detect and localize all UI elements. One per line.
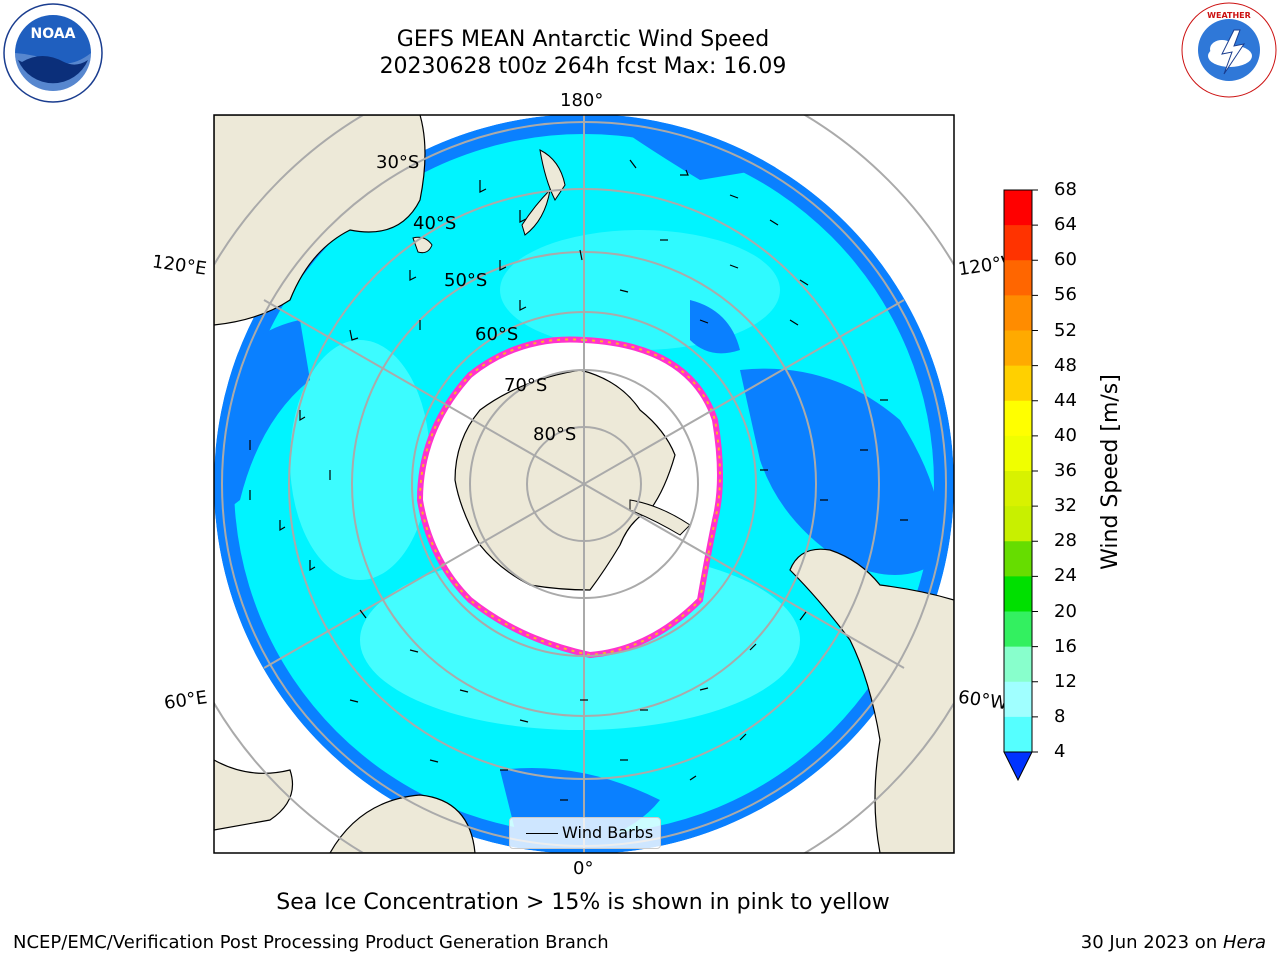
colorbar-tick-label: 60 xyxy=(1054,249,1077,271)
map-subtitle: 20230628 t00z 264h fcst Max: 16.09 xyxy=(379,54,787,79)
colorbar-swatch xyxy=(1004,611,1032,648)
colorbar-tick-label: 20 xyxy=(1054,600,1077,622)
svg-text:NOAA: NOAA xyxy=(31,26,76,42)
lat-label-50s: 50°S xyxy=(444,270,488,291)
colorbar-swatch xyxy=(1004,576,1032,612)
colorbar-swatch xyxy=(1004,435,1032,472)
footer-host: Hera xyxy=(1222,932,1266,953)
lat-label-40s: 40°S xyxy=(413,213,457,234)
new-zealand-south xyxy=(521,188,551,236)
colorbar-swatch xyxy=(1004,260,1032,296)
low-wind-patch-east xyxy=(740,368,942,575)
footer-date: 30 Jun 2023 on Hera xyxy=(1081,932,1266,953)
wind-barbs xyxy=(249,159,908,801)
colorbar-tick-label: 68 xyxy=(1054,179,1077,200)
colorbar-tick-label: 52 xyxy=(1054,319,1077,341)
colorbar-swatch xyxy=(1004,330,1032,367)
colorbar-extend-arrow xyxy=(1003,751,1033,782)
colorbar-swatch xyxy=(1004,190,1032,226)
colorbar xyxy=(1003,189,1038,782)
map-frame xyxy=(213,114,955,854)
colorbar-tick-label: 44 xyxy=(1054,389,1077,411)
lon-label-0: 0° xyxy=(573,858,594,879)
low-wind-patch-west xyxy=(214,320,310,520)
map-title: GEFS MEAN Antarctic Wind Speed xyxy=(396,27,770,52)
colorbar-label: Wind Speed [m/s] xyxy=(1098,374,1123,570)
antarctic-peninsula xyxy=(629,499,691,536)
south-africa xyxy=(329,794,476,853)
graticule xyxy=(214,115,954,853)
colorbar-tick-label: 32 xyxy=(1054,495,1077,517)
map-legend: Wind Barbs xyxy=(509,817,661,849)
colorbar-swatch xyxy=(1004,225,1032,261)
colorbar-swatch xyxy=(1004,541,1032,577)
nws-logo: WEATHER xyxy=(1181,2,1277,98)
antarctica xyxy=(454,369,676,591)
colorbar-swatch xyxy=(1004,646,1032,683)
colorbar-tick-label: 56 xyxy=(1054,284,1077,306)
lon-label-180: 180° xyxy=(560,90,604,111)
colorbar-swatch xyxy=(1004,716,1032,753)
colorbar-tick-label: 4 xyxy=(1054,741,1066,762)
colorbar-swatch xyxy=(1004,295,1032,331)
colorbar-tick-label: 24 xyxy=(1054,565,1077,587)
colorbar-swatch xyxy=(1004,471,1032,507)
colorbar-tick-label: 12 xyxy=(1054,670,1077,692)
colorbar-swatch xyxy=(1004,506,1032,542)
colorbar-tick-label: 48 xyxy=(1054,354,1077,376)
colorbar-tick-label: 64 xyxy=(1054,214,1077,236)
svg-text:WEATHER: WEATHER xyxy=(1207,11,1251,20)
colorbar-tick-label: 16 xyxy=(1054,635,1077,657)
south-america xyxy=(789,548,954,853)
legend-label: Wind Barbs xyxy=(562,823,654,842)
sea-ice-caption: Sea Ice Concentration > 15% is shown in … xyxy=(276,890,890,915)
new-zealand-north xyxy=(539,149,566,201)
lat-label-80s: 80°S xyxy=(533,424,577,445)
colorbar-tick-label: 8 xyxy=(1054,705,1066,727)
lat-label-30s: 30°S xyxy=(376,152,420,173)
footer-credit: NCEP/EMC/Verification Post Processing Pr… xyxy=(13,932,609,953)
wind-barb-legend-icon xyxy=(526,833,558,834)
colorbar-tick-label: 28 xyxy=(1054,530,1077,552)
colorbar-tick-label: 36 xyxy=(1054,460,1077,481)
colorbar-swatch xyxy=(1004,365,1032,402)
lat-label-70s: 70°S xyxy=(504,375,548,396)
colorbar-tick-label: 40 xyxy=(1054,424,1077,446)
noaa-logo: NOAA xyxy=(3,3,103,103)
colorbar-swatch xyxy=(1004,400,1032,437)
colorbar-swatch xyxy=(1004,681,1032,718)
madagascar xyxy=(214,759,294,831)
lat-label-60s: 60°S xyxy=(475,324,519,345)
footer-date-text: 30 Jun 2023 on xyxy=(1080,932,1223,953)
